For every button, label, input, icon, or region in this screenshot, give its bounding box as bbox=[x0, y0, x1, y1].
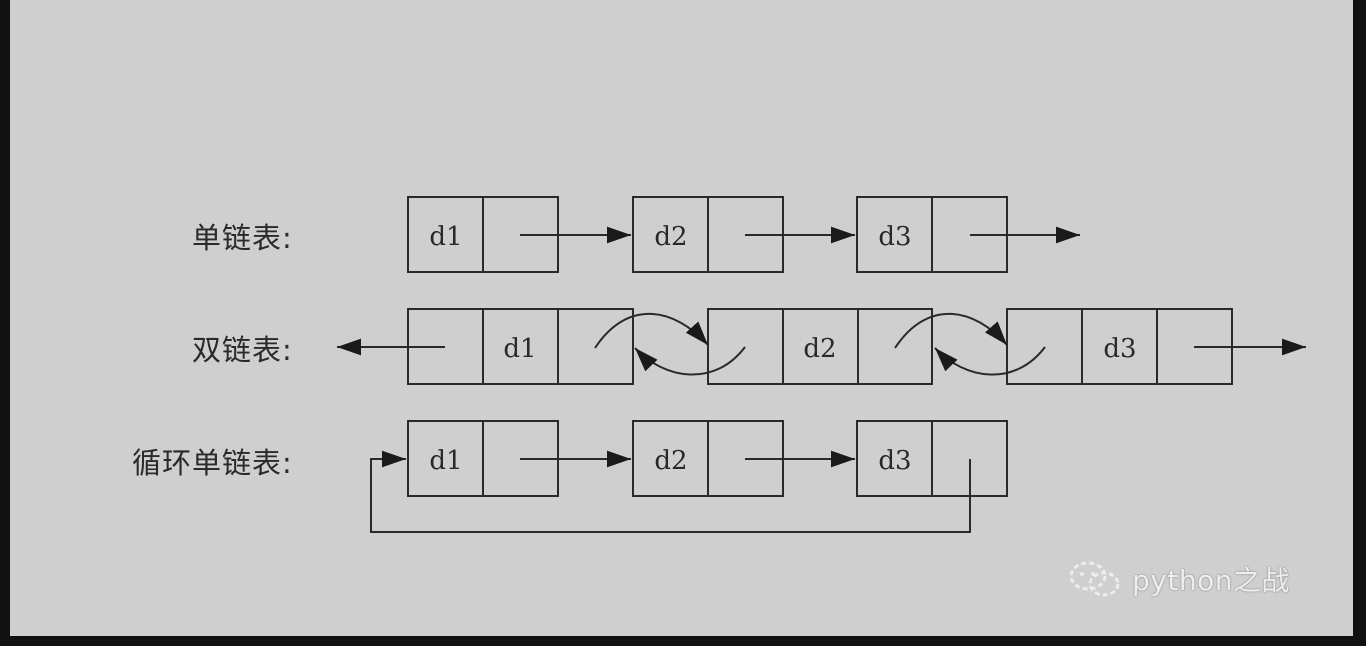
singly-node-1-value: d1 bbox=[429, 222, 462, 252]
doubly-prev-arrow-3-2 bbox=[934, 346, 1046, 376]
circular-node-3 bbox=[856, 420, 1008, 497]
watermark-text: python之战 bbox=[1132, 564, 1290, 597]
doubly-node-2 bbox=[707, 308, 933, 385]
circular-node-2-value: d2 bbox=[654, 446, 687, 476]
singly-node-3-value: d3 bbox=[878, 222, 911, 252]
doubly-node-1-value: d1 bbox=[503, 334, 536, 364]
circular-linked-list bbox=[370, 420, 1008, 533]
doubly-prev-arrow-2-1 bbox=[634, 346, 746, 376]
doubly-next-arrow-1-2 bbox=[594, 312, 709, 349]
linked-list-diagram: d1 d2 d3 bbox=[337, 196, 1306, 533]
circular-node-1-value: d1 bbox=[429, 446, 462, 476]
watermark: python之战 bbox=[1068, 556, 1290, 602]
doubly-node-3-value: d3 bbox=[1103, 334, 1136, 364]
singly-linked-list bbox=[407, 196, 1080, 273]
wechat-icon bbox=[1069, 561, 1120, 597]
circular-linked-label: 循环单链表: bbox=[132, 446, 293, 480]
circular-node-3-value: d3 bbox=[878, 446, 911, 476]
circular-return-arrow bbox=[370, 450, 971, 533]
diagram-canvas: 单链表: 双链表: 循环单链表: bbox=[10, 0, 1353, 636]
singly-linked-label: 单链表: bbox=[192, 221, 293, 255]
singly-node-2-value: d2 bbox=[654, 222, 687, 252]
doubly-node-2-value: d2 bbox=[803, 334, 836, 364]
doubly-linked-list bbox=[337, 308, 1306, 385]
doubly-next-arrow-2-3 bbox=[894, 312, 1008, 349]
doubly-linked-label: 双链表: bbox=[192, 333, 293, 367]
